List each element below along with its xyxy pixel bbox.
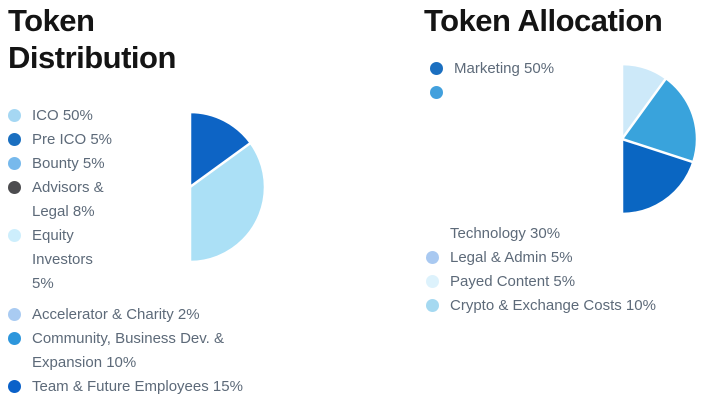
token-distribution-legend-bottom: Accelerator & Charity 2% Community, Busin… bbox=[8, 303, 278, 399]
legend-dot-icon bbox=[8, 109, 21, 122]
legend-label: Marketing 50% bbox=[454, 60, 555, 77]
legend-dot-icon bbox=[8, 133, 21, 146]
legend-item-payed-content-5: Payed Content 5% bbox=[426, 270, 704, 294]
legend-dot-icon bbox=[8, 181, 21, 194]
legend-item-marketing-50: Marketing 50% bbox=[430, 57, 555, 81]
legend-label: Technology 30% bbox=[450, 225, 561, 242]
pie-slice-team-future-employees bbox=[188, 110, 252, 189]
legend-item-accelerator-charity-2: Accelerator & Charity 2% bbox=[8, 303, 278, 327]
legend-label: Advisors & Legal 8% bbox=[32, 179, 104, 220]
legend-item-crypto-exchange-costs-10: Crypto & Exchange Costs 10% bbox=[426, 294, 704, 318]
token-distribution-pie-chart bbox=[188, 110, 267, 264]
token-allocation-title: Token Allocation bbox=[424, 3, 663, 38]
token-distribution-legend-side: ICO 50% Pre ICO 5% Bounty 5% Advisors & Leg… bbox=[8, 104, 118, 296]
pie-slice-crypto-exchange-costs bbox=[620, 62, 668, 141]
legend-item-legal-admin-5: Legal & Admin 5% bbox=[426, 246, 704, 270]
legend-dot-icon bbox=[426, 251, 439, 264]
legend-label: ICO 50% bbox=[32, 107, 93, 124]
legend-item-equity-investors-5: Equity Investors 5% bbox=[8, 224, 118, 296]
legend-dot-icon bbox=[430, 62, 443, 75]
legend-item-technology-30: Technology 30% bbox=[426, 222, 704, 246]
token-distribution-title: Token Distribution bbox=[8, 3, 176, 75]
legend-label: Team & Future Employees 15% bbox=[32, 378, 243, 395]
legend-label: Equity Investors 5% bbox=[32, 227, 93, 292]
legend-item-dot-only bbox=[430, 81, 555, 99]
legend-label: Bounty 5% bbox=[32, 155, 105, 172]
legend-label: Crypto & Exchange Costs 10% bbox=[450, 297, 656, 314]
legend-item-pre-ico-5: Pre ICO 5% bbox=[8, 128, 118, 152]
legend-label: Legal & Admin 5% bbox=[450, 249, 573, 266]
legend-dot-icon bbox=[430, 86, 443, 99]
legend-label: Pre ICO 5% bbox=[32, 131, 113, 148]
token-allocation-pie-chart bbox=[620, 62, 699, 216]
legend-dot-icon bbox=[8, 157, 21, 170]
legend-dot-icon bbox=[8, 380, 21, 393]
legend-label: Community, Business Dev. & Expansion 10% bbox=[32, 330, 225, 371]
legend-item-bounty-5: Bounty 5% bbox=[8, 152, 118, 176]
legend-dot-icon bbox=[8, 308, 21, 321]
token-allocation-legend-bottom: Technology 30% Legal & Admin 5% Payed Cont… bbox=[426, 222, 704, 318]
legend-item-ico-50: ICO 50% bbox=[8, 104, 118, 128]
token-allocation-legend-side: Marketing 50% bbox=[430, 57, 555, 99]
legend-label: Payed Content 5% bbox=[450, 273, 576, 290]
legend-dot-icon bbox=[426, 299, 439, 312]
legend-dot-icon bbox=[8, 229, 21, 242]
legend-item-community-business-dev-expansion-10: Community, Business Dev. & Expansion 10% bbox=[8, 327, 278, 375]
legend-item-team-future-employees-15: Team & Future Employees 15% bbox=[8, 375, 278, 399]
legend-dot-icon bbox=[426, 275, 439, 288]
legend-dot-icon bbox=[8, 332, 21, 345]
legend-label: Accelerator & Charity 2% bbox=[32, 306, 200, 323]
legend-item-advisors-legal-8: Advisors & Legal 8% bbox=[8, 176, 118, 224]
